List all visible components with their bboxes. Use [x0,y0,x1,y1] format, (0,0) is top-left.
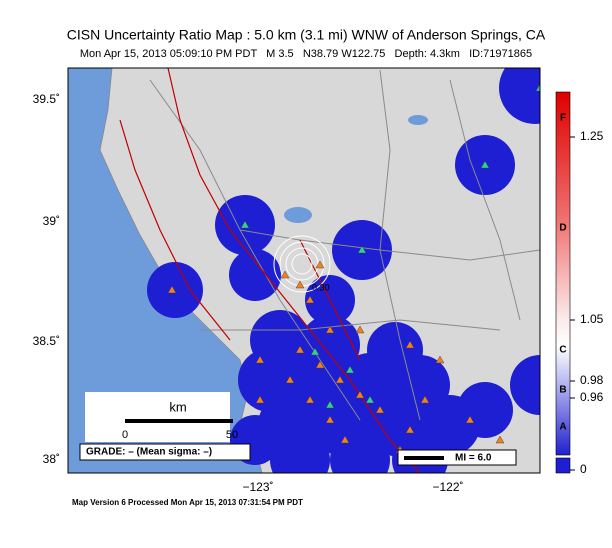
scale-box [85,392,230,442]
lake [284,207,312,223]
station [375,405,385,414]
colorbar-labels: F D C B A 1.25 1.05 0.98 0.96 0 [559,113,603,477]
uncertainty-circle [330,430,390,473]
grade-letter: F [560,113,566,124]
uncertainty-circle [270,430,330,473]
station [255,355,265,364]
grade-box [79,443,251,461]
station [305,395,315,404]
station [325,325,335,334]
lon-label: −122˚ [432,480,463,494]
subtitle: Mon Apr 15, 2013 05:09:10 PM PDT M 3.5 N… [80,48,532,60]
station [167,285,177,294]
scale-label: 50 [226,429,238,441]
mi-box [397,449,517,466]
lake [408,115,428,125]
station [325,415,335,424]
uncertainty-circle [147,262,203,318]
colorbar-label: 0.98 [580,373,604,387]
mi-bar [404,456,444,460]
scale-unit: km [169,399,186,414]
colorbar-label: 0.96 [580,390,604,404]
grade-letter: C [559,345,566,356]
uncertainty-circle [457,382,513,438]
colorbar [555,91,571,456]
station [325,400,335,409]
station [285,375,295,384]
uncertainty-circle [510,355,540,415]
station [357,245,367,254]
title: CISN Uncertainty Ratio Map : 5.0 km (3.1… [67,27,546,43]
station [295,345,305,354]
lon-label: −123˚ [242,480,273,494]
map-frame [67,67,541,474]
grade: GRADE: – (Mean sigma: –) [86,447,212,458]
lat-label: 38.5˚ [33,334,60,348]
scale-label: 0 [122,429,128,441]
lat-labels: 39.5˚ 39˚ 38.5˚ 38˚ [33,92,60,466]
station [535,83,540,92]
station [295,280,305,289]
lon-labels: −123˚ −122˚ [242,480,463,494]
faults [119,68,421,473]
station [435,355,445,364]
station [405,340,415,349]
station [335,375,345,384]
station [255,395,265,404]
colorbar-label: 0 [580,462,587,476]
station [420,395,430,404]
station [495,435,505,444]
grade-letter: D [559,223,566,234]
lat-label: 38˚ [43,452,60,466]
station [365,395,375,404]
station [315,360,325,369]
contour-label: 0.30 [312,282,330,292]
station [355,390,365,399]
colorbar-zero [555,457,571,474]
stations [167,83,540,454]
footer: Map Version 6 Processed Mon Apr 15, 2013… [72,498,303,507]
station [340,435,350,444]
roads [149,69,540,421]
scale-bar [125,419,233,423]
station [405,425,415,434]
station [280,270,290,279]
grade-letter: A [559,422,566,433]
colorbar-label: 1.05 [580,312,604,326]
uncertainty-circle [229,249,281,301]
station [355,325,365,334]
station [480,160,490,169]
station [465,415,475,424]
grade-letter: B [559,385,566,396]
station [305,295,315,304]
lat-label: 39˚ [43,214,60,228]
map: 0.30 [68,68,540,473]
lat-label: 39.5˚ [33,92,60,106]
station [345,365,355,374]
station [240,220,250,229]
mi-legend: MI = 6.0 [455,453,492,464]
colorbar-label: 1.25 [580,129,604,143]
uncertainty-circle [499,68,540,124]
station [310,347,320,356]
station [315,260,325,269]
